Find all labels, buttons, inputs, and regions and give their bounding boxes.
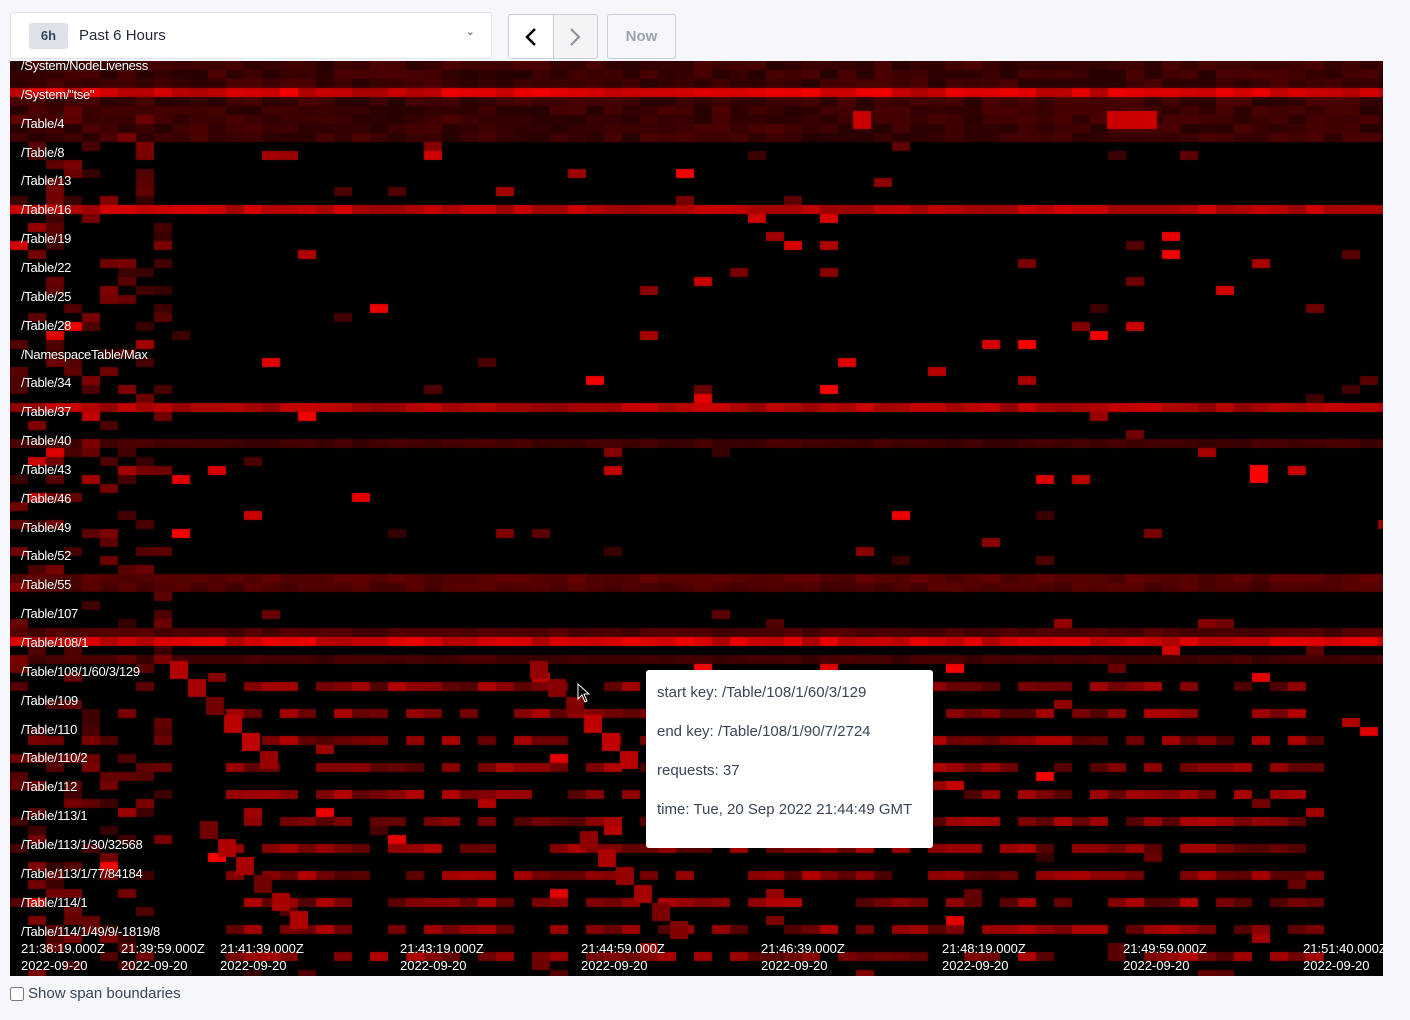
row-label: /Table/107 <box>21 606 78 622</box>
row-label: /Table/114/1 <box>21 894 88 910</box>
row-label: /Table/113/1 <box>21 808 88 824</box>
time-range-label: Past 6 Hours <box>79 27 166 44</box>
row-label: /Table/49 <box>21 519 72 535</box>
tick-time: 21:48:19.000Z <box>942 941 1026 956</box>
tick-time: 21:43:19.000Z <box>400 941 484 956</box>
row-label: /Table/52 <box>21 548 72 564</box>
time-axis-tick: 21:49:59.000Z 2022-09-20 <box>1123 940 1207 974</box>
tick-date: 2022-09-20 <box>121 958 188 973</box>
time-axis-tick: 21:43:19.000Z 2022-09-20 <box>400 940 484 974</box>
row-label: /Table/46 <box>21 490 72 506</box>
tooltip-requests: requests: 37 <box>657 762 740 779</box>
tick-date: 2022-09-20 <box>942 958 1009 973</box>
row-label: /Table/108/1 <box>21 635 89 650</box>
row-label: /System/"tse" <box>21 86 95 102</box>
row-label: /Table/13 <box>21 173 72 189</box>
heatmap-tooltip: start key: /Table/108/1/60/3/129 end key… <box>646 670 933 848</box>
now-button[interactable]: Now <box>607 14 676 59</box>
time-axis-tick: 21:46:39.000Z 2022-09-20 <box>761 940 845 974</box>
row-label: /Table/110/2 <box>21 750 88 766</box>
tick-date: 2022-09-20 <box>400 958 467 973</box>
row-label: /Table/4 <box>21 115 65 131</box>
row-label: /Table/34 <box>21 375 72 391</box>
time-axis-tick: 21:51:40.000Z 2022-09-20 <box>1303 940 1383 974</box>
row-label: /Table/19 <box>21 231 72 247</box>
tick-time: 21:46:39.000Z <box>761 941 845 956</box>
row-label: /Table/22 <box>21 259 72 275</box>
time-range-selector[interactable]: 6h Past 6 Hours ⌄ <box>10 12 492 59</box>
row-label: /System/NodeLiveness <box>21 61 148 73</box>
row-label: /Table/112 <box>21 779 78 795</box>
chevron-down-icon: ⌄ <box>465 26 475 38</box>
tick-date: 2022-09-20 <box>581 958 648 973</box>
key-visualizer-heatmap[interactable]: /System/NodeLiveness/System/"tse" /Table/… <box>10 61 1383 976</box>
tick-time: 21:41:39.000Z <box>220 941 304 956</box>
row-label: /Table/113/1/30/32568 <box>21 836 143 852</box>
row-label: /Table/109 <box>21 692 78 708</box>
tooltip-start-key: start key: /Table/108/1/60/3/129 <box>657 684 867 701</box>
mouse-cursor-icon <box>577 683 591 703</box>
row-label: /Table/43 <box>21 461 72 477</box>
tick-time: 21:51:40.000Z <box>1303 941 1383 956</box>
tick-date: 2022-09-20 <box>220 958 287 973</box>
row-label: /Table/8 <box>21 144 65 160</box>
row-label: /Table/114/1/49/9/-1819/8 <box>21 923 160 939</box>
time-range-badge: 6h <box>29 23 68 49</box>
tick-time: 21:38:19.000Z <box>21 941 105 956</box>
row-label: /Table/108/1/60/3/129 <box>21 663 140 679</box>
time-axis-tick: 21:38:19.000Z 2022-09-20 <box>21 940 105 974</box>
time-axis-tick: 21:39:59.000Z 2022-09-20 <box>121 940 205 974</box>
row-label: /NamespaceTable/Max <box>21 346 148 362</box>
tooltip-time: time: Tue, 20 Sep 2022 21:44:49 GMT <box>657 801 913 818</box>
tick-time: 21:44:59.000Z <box>581 941 665 956</box>
next-button[interactable] <box>553 15 597 58</box>
row-label: /Table/37 <box>21 404 72 420</box>
time-axis-tick: 21:41:39.000Z 2022-09-20 <box>220 940 304 974</box>
time-nav-group <box>508 14 598 59</box>
tick-date: 2022-09-20 <box>1303 958 1370 973</box>
chevron-left-icon <box>524 27 536 46</box>
tooltip-end-key: end key: /Table/108/1/90/7/2724 <box>657 723 871 740</box>
time-axis-tick: 21:48:19.000Z 2022-09-20 <box>942 940 1026 974</box>
row-label: /Table/113/1/77/84184 <box>21 865 143 881</box>
show-span-boundaries-toggle[interactable]: Show span boundaries <box>10 985 181 1002</box>
row-label: /Table/16 <box>21 202 72 218</box>
span-boundaries-checkbox[interactable] <box>10 986 24 1001</box>
tick-time: 21:49:59.000Z <box>1123 941 1207 956</box>
row-label: /Table/55 <box>21 577 72 593</box>
row-label: /Table/40 <box>21 433 72 449</box>
tick-date: 2022-09-20 <box>1123 958 1190 973</box>
row-label: /Table/28 <box>21 317 72 333</box>
row-label: /Table/110 <box>21 721 78 737</box>
time-axis-tick: 21:44:59.000Z 2022-09-20 <box>581 940 665 974</box>
chevron-right-icon <box>570 27 581 46</box>
row-label: /Table/25 <box>21 288 72 304</box>
tick-time: 21:39:59.000Z <box>121 941 205 956</box>
tick-date: 2022-09-20 <box>21 958 88 973</box>
span-boundaries-label: Show span boundaries <box>28 985 181 1002</box>
previous-button[interactable] <box>509 15 554 58</box>
tick-date: 2022-09-20 <box>761 958 828 973</box>
